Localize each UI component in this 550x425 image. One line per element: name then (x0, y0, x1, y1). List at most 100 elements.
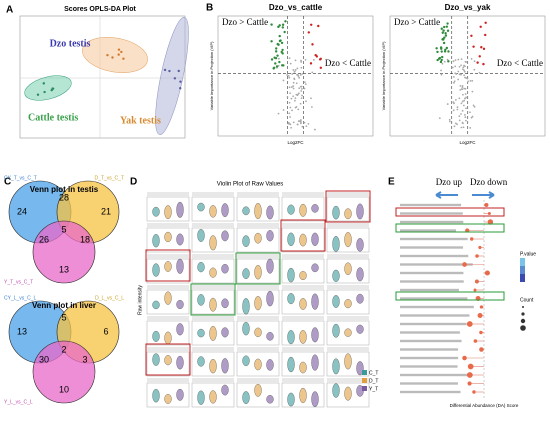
feature-dot (446, 29, 450, 32)
violin (197, 262, 205, 273)
feature-dot (301, 72, 304, 75)
feature-dot (277, 64, 280, 67)
feature-dot (291, 73, 294, 75)
feature-dot (311, 106, 313, 108)
violin (356, 324, 364, 334)
row-label (400, 365, 458, 368)
feature-dot (440, 50, 443, 53)
feature-dot (436, 58, 439, 62)
violin (299, 387, 307, 404)
cell-header (192, 347, 234, 352)
feature-dot (297, 93, 299, 96)
feature-dot (292, 69, 295, 71)
feature-dot (289, 123, 291, 126)
row-label (400, 356, 459, 360)
row-label (400, 288, 459, 292)
violin (152, 263, 160, 277)
violin (344, 232, 352, 248)
row-label (400, 339, 462, 343)
label: Dzo down (470, 177, 508, 187)
feature-dot (442, 29, 445, 32)
label: P.value (520, 251, 536, 257)
cell-header (237, 316, 279, 321)
feature-dot (458, 73, 461, 76)
row-label (400, 280, 464, 283)
feature-dot (473, 105, 476, 108)
row-label (400, 331, 460, 334)
feature-dot (284, 20, 287, 23)
sample-dot (51, 87, 55, 90)
colorbar (520, 274, 525, 282)
cell-header (327, 223, 369, 228)
feature-dot (282, 79, 285, 82)
feature-dot (305, 100, 307, 103)
violin (209, 297, 217, 312)
feature-dot (456, 108, 459, 111)
violin (356, 361, 364, 376)
feature-dot (460, 102, 463, 105)
dot (484, 270, 490, 276)
feature-dot (278, 24, 281, 27)
label: D (130, 177, 137, 188)
feature-dot (299, 121, 302, 124)
violin (221, 384, 229, 396)
dot (470, 237, 474, 241)
violin (209, 267, 217, 278)
size-key (522, 306, 524, 308)
arrow (472, 191, 495, 199)
label: D_L_vs_C_L (95, 295, 124, 301)
violin (209, 205, 217, 218)
feature-dot (465, 61, 468, 63)
highlight (190, 283, 236, 316)
feature-dot (311, 71, 314, 74)
violin (287, 392, 295, 407)
violin (176, 299, 184, 309)
violin (287, 204, 295, 215)
violin (209, 235, 217, 251)
feature-dot (463, 70, 466, 73)
feature-dot (296, 67, 299, 70)
label: CY_L_vs_C_L (4, 295, 36, 301)
feature-dot (441, 37, 445, 41)
feature-dot (463, 99, 466, 102)
violin (344, 299, 352, 309)
label: 3 (82, 354, 87, 364)
label: Variable Importance in Projection (VIP) (381, 41, 386, 111)
violin (356, 293, 364, 304)
row-label (400, 322, 467, 326)
feature-dot (439, 60, 443, 64)
feature-dot (281, 23, 285, 26)
feature-dot (273, 56, 276, 59)
feature-dot (274, 50, 278, 53)
cell-header (147, 316, 189, 321)
sample-dot (120, 50, 123, 54)
feature-dot (437, 57, 441, 60)
sample-dot (117, 48, 121, 51)
feature-dot (314, 53, 317, 57)
feature-dot (454, 122, 457, 125)
violin (332, 323, 340, 338)
violin (356, 238, 364, 252)
violin (197, 356, 205, 367)
feature-dot (465, 96, 468, 99)
violin (287, 293, 295, 305)
feature-dot (289, 116, 291, 118)
feature-dot (303, 81, 306, 84)
highlight (325, 190, 371, 223)
feature-dot (460, 88, 463, 90)
feature-dot (470, 116, 473, 119)
feature-dot (319, 66, 323, 70)
feature-dot (289, 92, 292, 95)
feature-dot (277, 112, 280, 115)
feature-dot (460, 64, 463, 67)
dot (472, 390, 476, 394)
label: 26 (39, 234, 49, 244)
cell-header (282, 347, 324, 352)
violin (152, 353, 160, 366)
feature-dot (484, 33, 487, 37)
feature-dot (457, 70, 460, 73)
violin (221, 298, 229, 309)
violin (311, 354, 319, 371)
feature-dot (471, 90, 474, 93)
cell-header (147, 223, 189, 228)
